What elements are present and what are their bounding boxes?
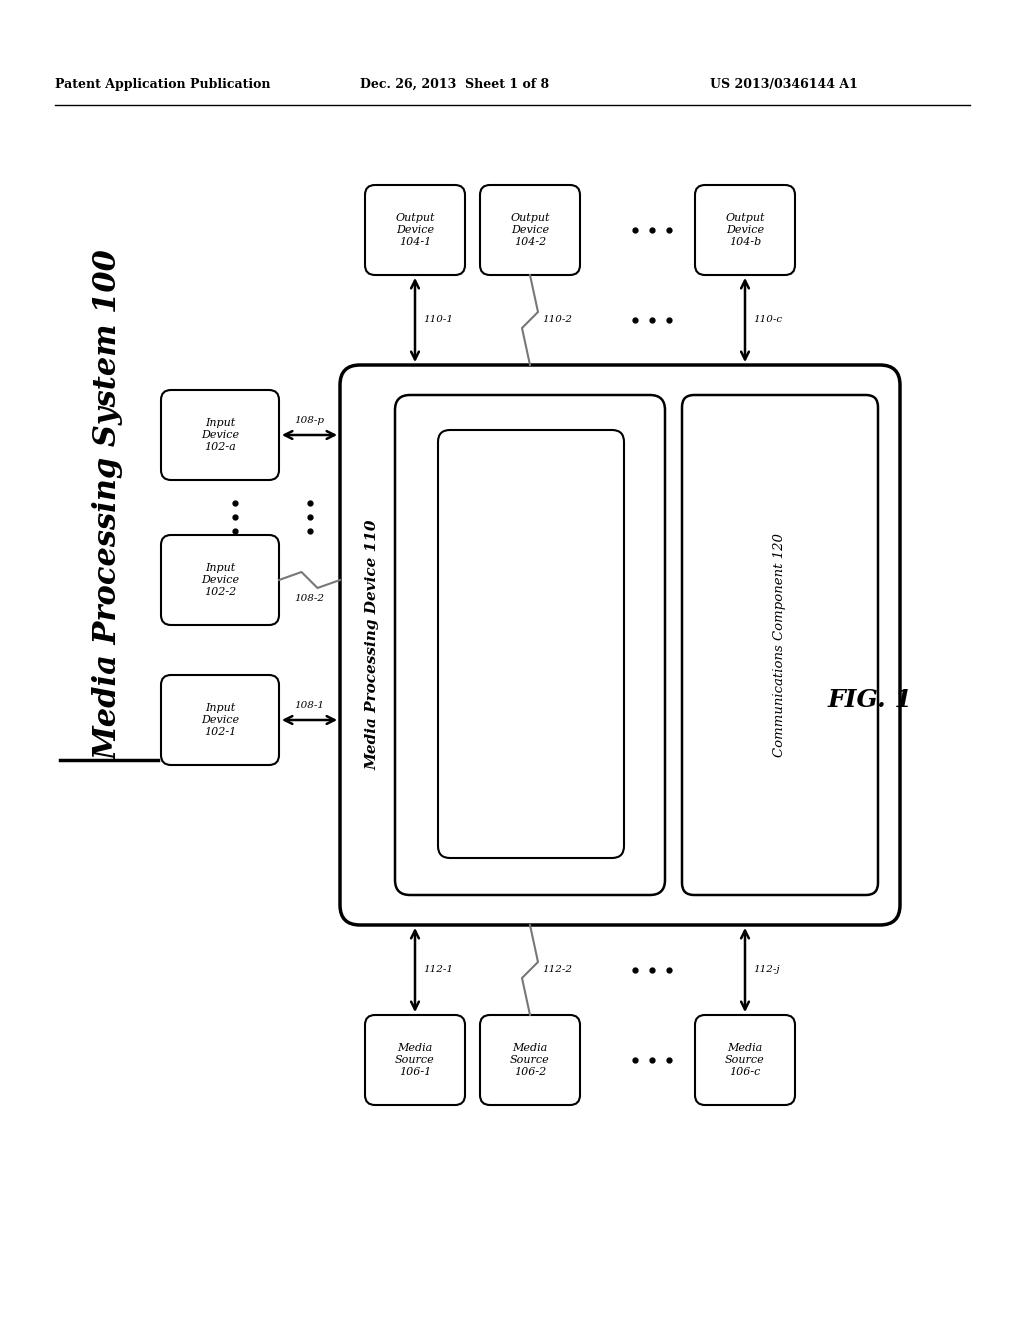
Text: 110-c: 110-c xyxy=(753,315,782,325)
Text: 110-1: 110-1 xyxy=(423,315,453,325)
FancyBboxPatch shape xyxy=(395,395,665,895)
FancyBboxPatch shape xyxy=(340,366,900,925)
Text: Output
Device
104-b: Output Device 104-b xyxy=(725,214,765,247)
Text: Dec. 26, 2013  Sheet 1 of 8: Dec. 26, 2013 Sheet 1 of 8 xyxy=(360,78,549,91)
Text: Patent Application Publication: Patent Application Publication xyxy=(55,78,270,91)
Text: 108-1: 108-1 xyxy=(295,701,325,710)
Text: Media
Source
106-2: Media Source 106-2 xyxy=(510,1043,550,1077)
Text: 110-2: 110-2 xyxy=(542,315,572,325)
FancyBboxPatch shape xyxy=(480,1015,580,1105)
Text: Media Processing Device 110: Media Processing Device 110 xyxy=(365,520,379,771)
Text: Viewing Context Builder 114: Viewing Context Builder 114 xyxy=(524,553,538,735)
Text: Communications Component 120: Communications Component 120 xyxy=(773,533,786,756)
Text: Media
Source
106-1: Media Source 106-1 xyxy=(395,1043,435,1077)
FancyBboxPatch shape xyxy=(695,1015,795,1105)
Text: US 2013/0346144 A1: US 2013/0346144 A1 xyxy=(710,78,858,91)
Text: Processing Component 112: Processing Component 112 xyxy=(523,553,537,737)
FancyBboxPatch shape xyxy=(438,430,624,858)
FancyBboxPatch shape xyxy=(682,395,878,895)
Text: Input
Device
102-1: Input Device 102-1 xyxy=(201,704,239,737)
FancyBboxPatch shape xyxy=(161,535,279,624)
Text: Input
Device
102-2: Input Device 102-2 xyxy=(201,564,239,597)
Text: Media Processing System 100: Media Processing System 100 xyxy=(92,249,124,760)
Text: FIG. 1: FIG. 1 xyxy=(827,688,912,711)
Text: Media
Source
106-c: Media Source 106-c xyxy=(725,1043,765,1077)
Text: 108-p: 108-p xyxy=(295,416,325,425)
FancyBboxPatch shape xyxy=(161,675,279,766)
Text: 112-2: 112-2 xyxy=(542,965,572,974)
Text: Output
Device
104-2: Output Device 104-2 xyxy=(510,214,550,247)
Text: Output
Device
104-1: Output Device 104-1 xyxy=(395,214,435,247)
FancyBboxPatch shape xyxy=(365,185,465,275)
Text: 112-j: 112-j xyxy=(753,965,779,974)
Text: Input
Device
102-a: Input Device 102-a xyxy=(201,418,239,451)
FancyBboxPatch shape xyxy=(480,185,580,275)
Text: 108-2: 108-2 xyxy=(295,594,325,603)
FancyBboxPatch shape xyxy=(161,389,279,480)
FancyBboxPatch shape xyxy=(695,185,795,275)
FancyBboxPatch shape xyxy=(365,1015,465,1105)
Text: 112-1: 112-1 xyxy=(423,965,453,974)
